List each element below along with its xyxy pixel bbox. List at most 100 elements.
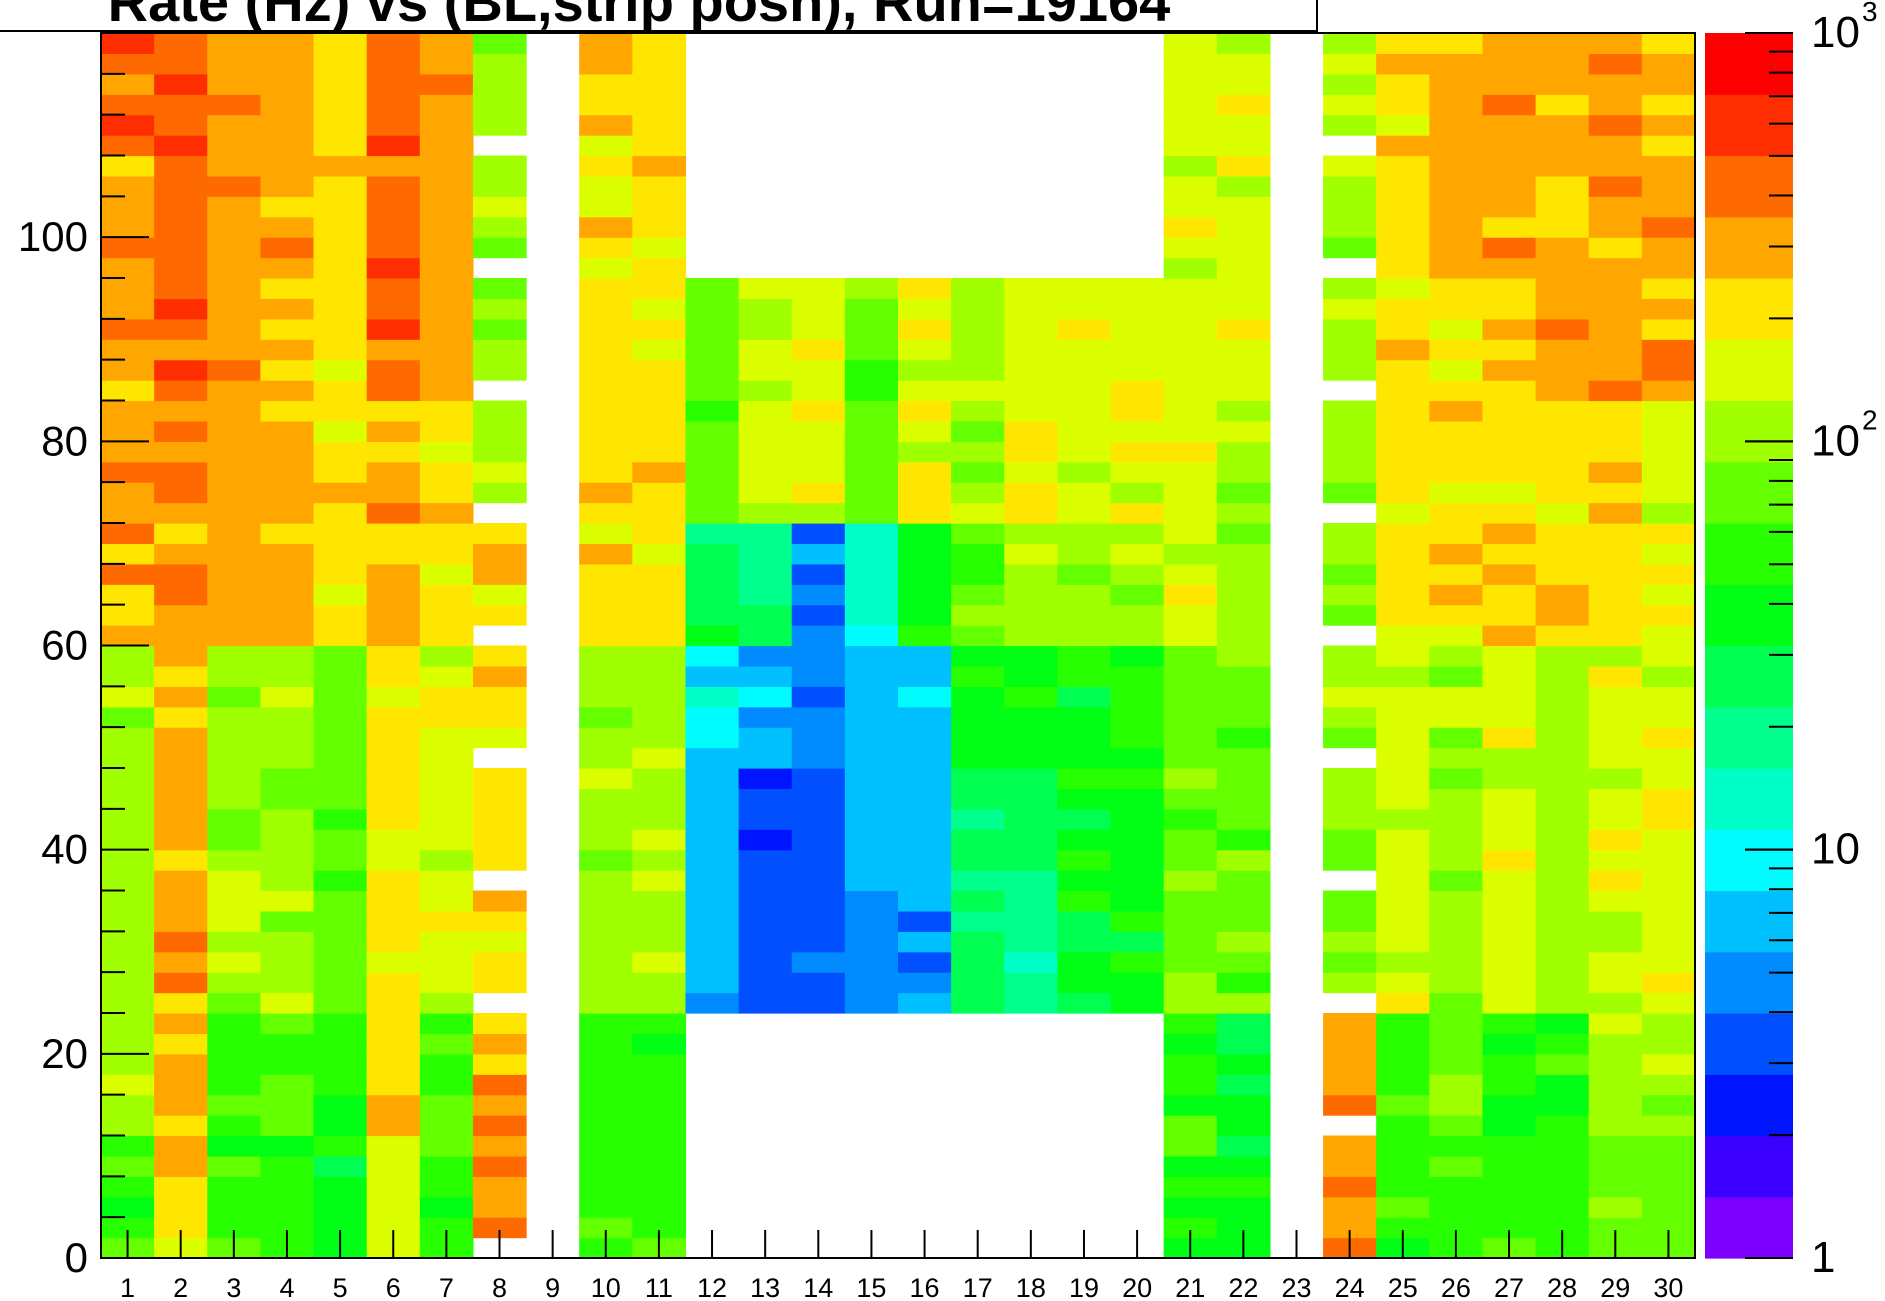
color-bar-segment xyxy=(1705,768,1793,830)
heatmap-cell xyxy=(1323,686,1377,708)
heatmap-cell xyxy=(154,665,208,687)
heatmap-cell xyxy=(419,665,474,687)
heatmap-cell xyxy=(1535,890,1590,912)
heatmap-cell xyxy=(844,543,899,565)
heatmap-cell xyxy=(579,420,633,442)
heatmap-cell xyxy=(898,318,952,340)
heatmap-cell xyxy=(1376,992,1430,1014)
color-bar-segment xyxy=(1705,1013,1793,1075)
color-bar-segment xyxy=(1705,706,1793,769)
heatmap-cell xyxy=(685,380,740,402)
heatmap-cell xyxy=(1588,380,1643,402)
heatmap-cell xyxy=(1110,808,1165,830)
heatmap-cell xyxy=(101,53,155,75)
heatmap-cell xyxy=(791,380,846,402)
heatmap-cell xyxy=(101,727,155,749)
heatmap-cell xyxy=(632,563,687,585)
heatmap-cell xyxy=(1429,706,1484,728)
color-bar-segment xyxy=(1705,94,1793,157)
heatmap-cell xyxy=(1163,1053,1218,1075)
heatmap-cell xyxy=(632,73,687,95)
heatmap-cell xyxy=(1429,747,1484,769)
heatmap-cell xyxy=(1535,543,1590,565)
heatmap-cell xyxy=(632,584,687,606)
heatmap-cell xyxy=(207,1074,261,1096)
heatmap-cell xyxy=(1163,931,1218,953)
heatmap-cell xyxy=(1482,1115,1537,1137)
heatmap-cell xyxy=(1429,318,1484,340)
heatmap-cell xyxy=(898,502,952,524)
heatmap-cell xyxy=(1163,523,1218,545)
heatmap-cell xyxy=(1641,808,1696,830)
heatmap-cell xyxy=(1323,645,1377,667)
heatmap-cell xyxy=(791,645,846,667)
heatmap-cell xyxy=(1110,400,1165,422)
heatmap-cell xyxy=(1588,257,1643,279)
heatmap-cell xyxy=(1482,1176,1537,1198)
heatmap-cell xyxy=(101,94,155,116)
heatmap-cell xyxy=(1535,196,1590,218)
heatmap-cell xyxy=(791,400,846,422)
heatmap-cell xyxy=(1323,33,1377,55)
heatmap-cell xyxy=(1323,563,1377,585)
heatmap-cell xyxy=(207,747,261,769)
heatmap-cell xyxy=(1163,788,1218,810)
heatmap-cell xyxy=(419,686,474,708)
heatmap-cell xyxy=(1057,645,1112,667)
heatmap-cell xyxy=(101,747,155,769)
heatmap-cell xyxy=(207,278,261,300)
heatmap-cell xyxy=(260,992,315,1014)
heatmap-cell xyxy=(1588,972,1643,994)
heatmap-cell xyxy=(632,1053,687,1075)
heatmap-cell xyxy=(1535,1094,1590,1116)
heatmap-cell xyxy=(1057,788,1112,810)
heatmap-cell xyxy=(1641,951,1696,973)
heatmap-cell xyxy=(472,768,527,790)
heatmap-cell xyxy=(579,1094,633,1116)
heatmap-cell xyxy=(1376,400,1430,422)
heatmap-cell xyxy=(419,829,474,851)
heatmap-cell xyxy=(1641,543,1696,565)
heatmap-cell xyxy=(1216,94,1271,116)
heatmap-cell xyxy=(419,73,474,95)
heatmap-cell xyxy=(260,73,315,95)
heatmap-cell xyxy=(1429,441,1484,463)
heatmap-cell xyxy=(1323,1013,1377,1035)
heatmap-cell xyxy=(419,523,474,545)
heatmap-cell xyxy=(1376,747,1430,769)
heatmap-cell xyxy=(101,951,155,973)
heatmap-cell xyxy=(1429,584,1484,606)
heatmap-cell xyxy=(366,33,421,55)
heatmap-cell xyxy=(154,1053,208,1075)
heatmap-cell xyxy=(419,461,474,483)
heatmap-cell xyxy=(1216,339,1271,361)
x-tick-label: 7 xyxy=(439,1273,454,1301)
heatmap-cell xyxy=(791,931,846,953)
heatmap-cell xyxy=(1641,441,1696,463)
heatmap-cell xyxy=(1641,1115,1696,1137)
heatmap-cell xyxy=(366,665,421,687)
heatmap-cell xyxy=(154,1115,208,1137)
heatmap-cell xyxy=(1057,339,1112,361)
heatmap-cell xyxy=(1323,420,1377,442)
heatmap-cell xyxy=(1216,33,1271,55)
heatmap-cell xyxy=(951,380,1005,402)
heatmap-cell xyxy=(844,931,899,953)
heatmap-cell xyxy=(1588,992,1643,1014)
heatmap-cell xyxy=(313,625,368,647)
heatmap-cell xyxy=(1588,543,1643,565)
heatmap-cell xyxy=(685,686,740,708)
heatmap-cell xyxy=(472,400,527,422)
color-bar-label: 10 xyxy=(1811,8,1860,57)
heatmap-cell xyxy=(951,686,1005,708)
heatmap-cell xyxy=(1482,298,1537,320)
heatmap-cell xyxy=(1323,910,1377,932)
heatmap-cell xyxy=(1004,829,1058,851)
heatmap-cell xyxy=(1641,829,1696,851)
heatmap-cell xyxy=(1376,1074,1430,1096)
heatmap-cell xyxy=(1216,216,1271,238)
heatmap-cell xyxy=(632,420,687,442)
heatmap-cell xyxy=(1376,380,1430,402)
heatmap-cell xyxy=(313,216,368,238)
heatmap-cell xyxy=(472,33,527,55)
